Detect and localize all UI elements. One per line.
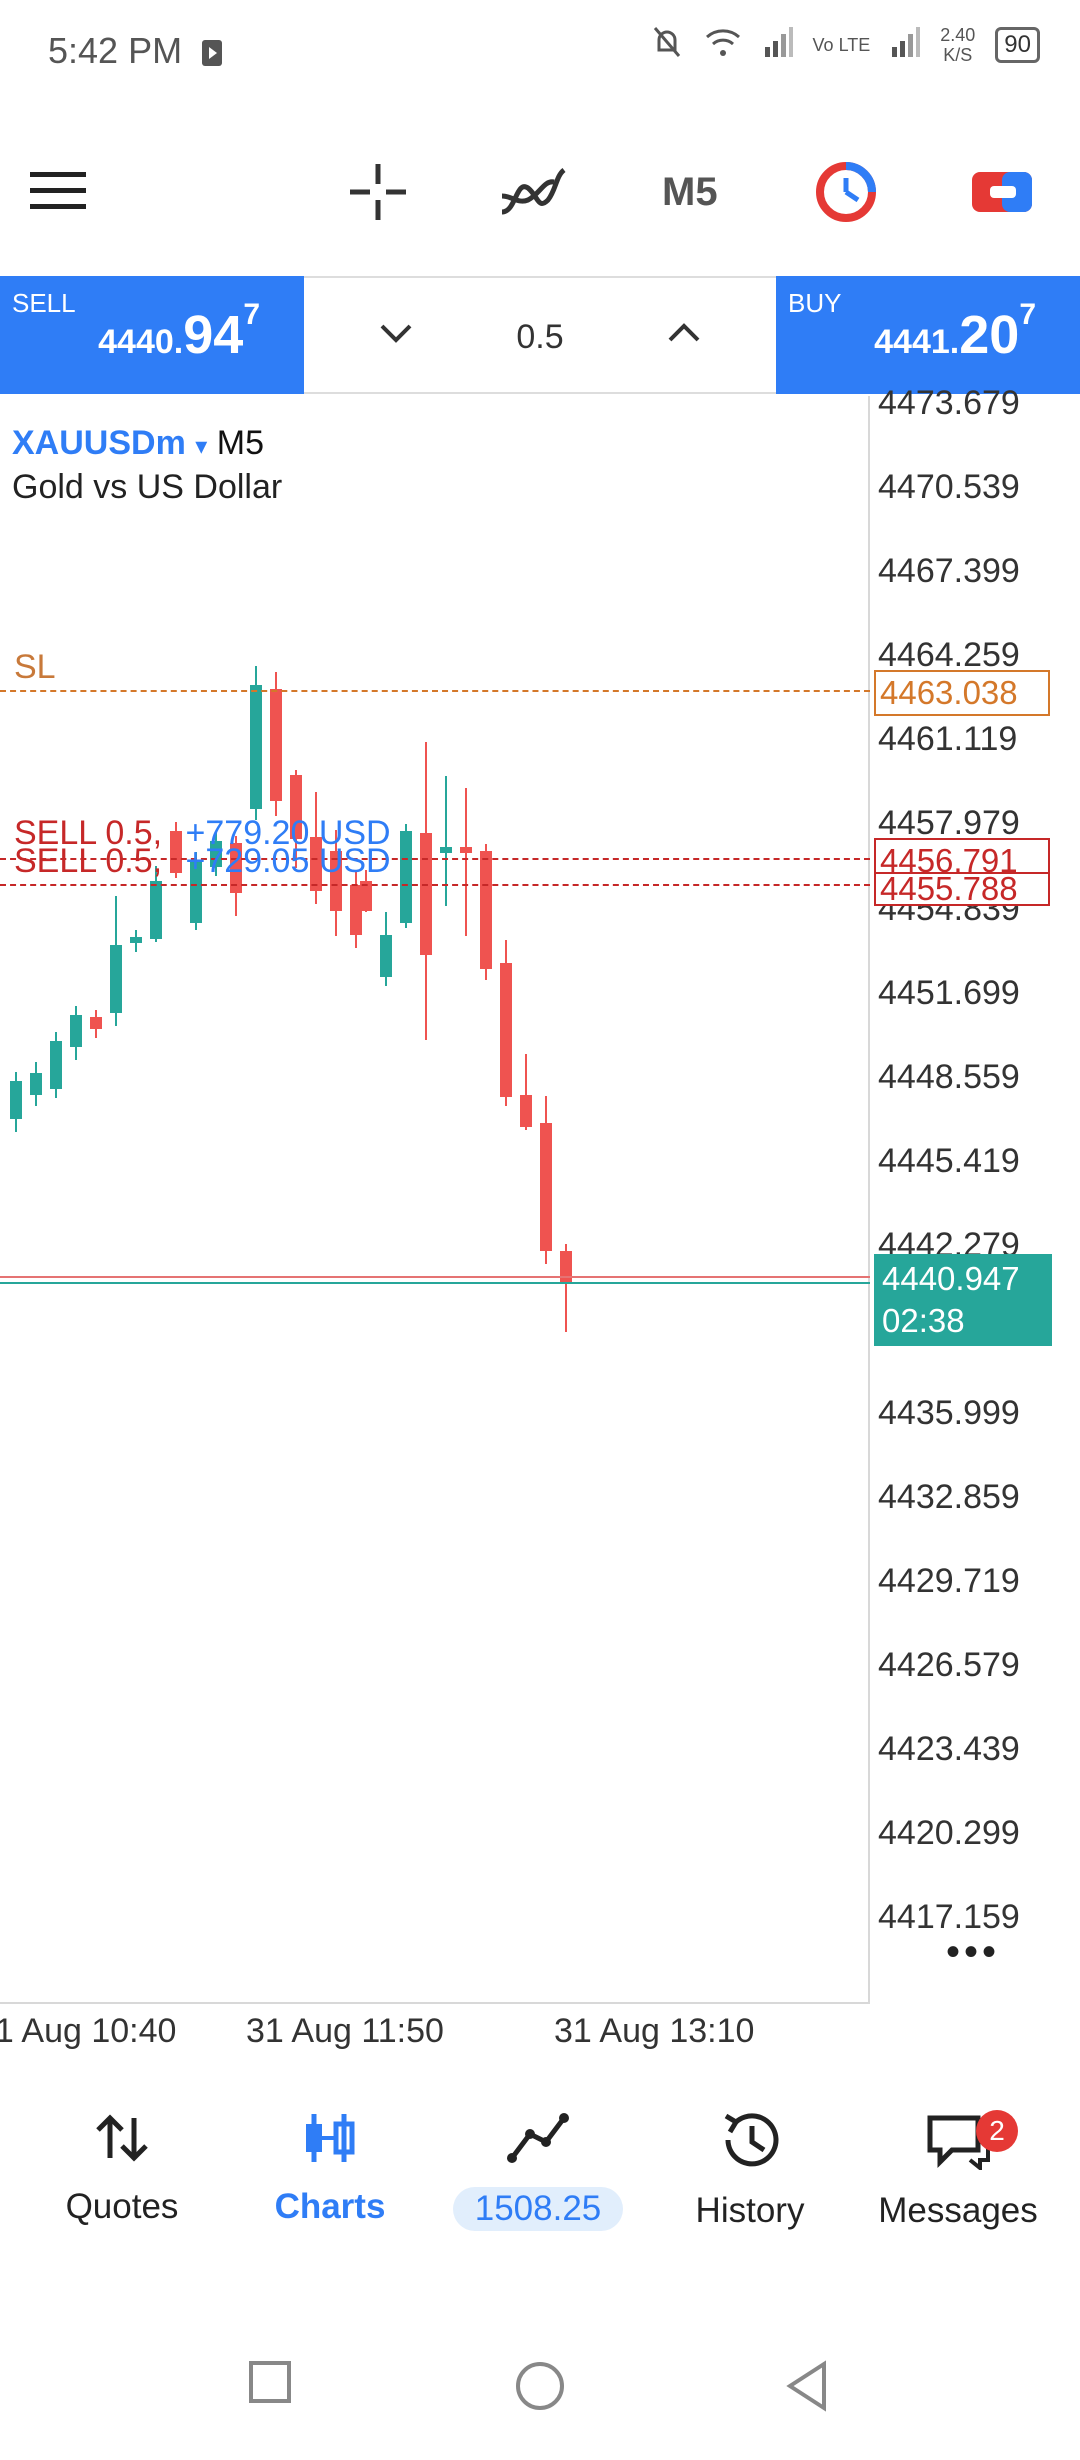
nav-trade[interactable]: 1508.25 (438, 2110, 638, 2231)
current-price-tag: 4440.947 02:38 (874, 1254, 1052, 1346)
price-tick: 4429.719 (878, 1562, 1020, 1600)
time-tick: 31 Aug 11:50 (246, 2012, 444, 2050)
position-price-tag-2: 4455.788 (874, 872, 1050, 906)
status-time: 5:42 PM (48, 30, 183, 71)
data-speed: 2.40 K/S (940, 25, 976, 65)
nav-charts[interactable]: Charts (230, 2110, 430, 2227)
price-tick: 4423.439 (878, 1730, 1020, 1768)
price-tick: 4417.159 (878, 1898, 1020, 1936)
sell-price: 4440.947 (98, 298, 260, 365)
buy-button[interactable]: BUY 4441.207 (776, 276, 1080, 394)
symbol-name[interactable]: XAUUSDm (12, 424, 186, 462)
charts-icon (306, 2114, 355, 2162)
position-line-2[interactable] (0, 884, 870, 886)
time-tick: 31 Aug 10:40 (0, 2012, 177, 2050)
price-tick: 4432.859 (878, 1478, 1020, 1516)
chart-symbol[interactable]: XAUUSDm ▾ M5 (12, 424, 264, 463)
quotes-icon (96, 2114, 148, 2162)
menu-icon[interactable] (30, 170, 90, 219)
account-balance: 1508.25 (452, 2187, 624, 2231)
lot-size-value[interactable]: 0.5 (516, 318, 564, 356)
stop-loss-price-tag: 4463.038 (874, 670, 1050, 716)
timeframe-selector[interactable]: M5 (662, 170, 718, 214)
price-tick: 4457.979 (878, 804, 1020, 842)
nav-quotes-label: Quotes (65, 2187, 179, 2226)
more-options-icon[interactable]: ••• (946, 1930, 1001, 1974)
increase-lot-icon[interactable] (664, 318, 704, 353)
back-icon[interactable] (784, 2360, 828, 2417)
stop-loss-line[interactable] (0, 690, 870, 692)
bid-line (0, 1282, 870, 1284)
position-label-1: SELL 0.5, +779.20 USD (14, 814, 391, 852)
ask-line (0, 1276, 870, 1278)
one-click-trading-icon[interactable] (814, 160, 878, 229)
battery-indicator: 90 (995, 27, 1040, 63)
sell-button[interactable]: SELL 4440.947 (0, 276, 304, 394)
price-tick: 4435.999 (878, 1394, 1020, 1432)
symbol-description: Gold vs US Dollar (12, 468, 283, 506)
position-label-2: SELL 0.5, +729.05 USD (14, 842, 391, 880)
crosshair-icon[interactable] (346, 160, 410, 229)
buy-price: 4441.207 (874, 298, 1036, 365)
lot-size-control: 0.5 (304, 276, 776, 394)
chart-timeframe: M5 (216, 424, 264, 462)
chart-area[interactable] (0, 396, 870, 2004)
time-tick: 31 Aug 13:10 (554, 2012, 755, 2050)
home-icon[interactable] (514, 2360, 566, 2417)
price-tick: 4426.579 (878, 1646, 1020, 1684)
history-icon (724, 2113, 779, 2167)
price-tick: 4451.699 (878, 974, 1020, 1012)
recent-apps-icon[interactable] (248, 2360, 292, 2409)
price-tick: 4445.419 (878, 1142, 1020, 1180)
signal-icon-2 (890, 25, 921, 65)
bar-countdown: 02:38 (882, 1302, 965, 1339)
nav-history[interactable]: History (650, 2110, 850, 2231)
decrease-lot-icon[interactable] (376, 318, 416, 353)
symbol-dropdown-icon[interactable]: ▾ (195, 433, 208, 460)
price-tick: 4467.399 (878, 552, 1020, 590)
recording-icon (200, 38, 224, 73)
position-line-1[interactable] (0, 858, 870, 860)
sell-label: SELL (12, 288, 76, 318)
price-tick: 4464.259 (878, 636, 1020, 674)
current-price: 4440.947 (882, 1260, 1020, 1297)
messages-badge: 2 (976, 2110, 1018, 2152)
trade-icon (507, 2113, 569, 2163)
status-icons: Vo LTE 2.40 K/S 90 (651, 24, 1040, 66)
nav-messages-label: Messages (878, 2191, 1038, 2230)
wifi-icon (703, 25, 743, 65)
mute-icon (651, 24, 683, 66)
nav-charts-label: Charts (274, 2187, 386, 2226)
trade-toggle-icon[interactable] (970, 168, 1034, 221)
nav-quotes[interactable]: Quotes (22, 2110, 222, 2227)
price-tick: 4473.679 (878, 384, 1020, 422)
candlestick-series (10, 666, 572, 1332)
signal-icon (763, 25, 793, 65)
price-tick: 4470.539 (878, 468, 1020, 506)
indicators-icon[interactable] (498, 160, 568, 229)
volte-label: Vo LTE (812, 35, 871, 55)
buy-label: BUY (788, 288, 842, 318)
nav-messages[interactable]: 2 Messages (858, 2110, 1058, 2231)
stop-loss-label: SL (14, 648, 56, 686)
price-tick: 4420.299 (878, 1814, 1020, 1852)
nav-history-label: History (695, 2191, 805, 2230)
price-tick: 4461.119 (878, 720, 1018, 758)
price-tick: 4448.559 (878, 1058, 1020, 1096)
